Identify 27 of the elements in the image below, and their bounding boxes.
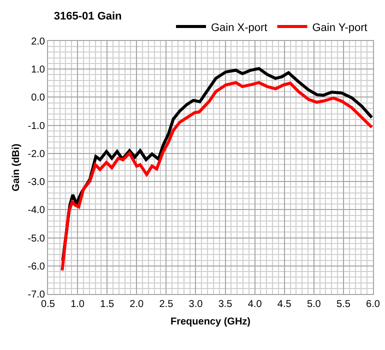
x-tick-label: 5.5 bbox=[336, 299, 351, 310]
x-tick-label: 0.5 bbox=[41, 299, 56, 310]
x-tick-label: 3.0 bbox=[188, 299, 204, 310]
y-tick-label: -2.0 bbox=[28, 148, 46, 160]
y-tick-label: -3.0 bbox=[28, 177, 46, 188]
x-tick-label: 4.0 bbox=[248, 299, 262, 310]
y-tick-label: -1.0 bbox=[28, 120, 46, 132]
legend-label: Gain X-port bbox=[211, 22, 268, 34]
x-tick-label: 1.5 bbox=[100, 299, 114, 310]
x-tick-label: 5.0 bbox=[306, 299, 322, 310]
x-tick-label: 6.0 bbox=[366, 299, 380, 310]
y-tick-label: 1.0 bbox=[31, 64, 46, 76]
y-tick-label: -7.0 bbox=[28, 290, 46, 300]
x-tick-label: 3.5 bbox=[218, 299, 233, 310]
x-axis-title: Frequency (GHz) bbox=[170, 316, 251, 328]
x-tick-label: 1.0 bbox=[70, 299, 85, 310]
y-tick-label: 2.0 bbox=[31, 36, 46, 48]
y-tick-label: 0.0 bbox=[31, 92, 46, 104]
y-tick-label: -4.0 bbox=[28, 205, 46, 216]
x-tick-label: 2.5 bbox=[159, 299, 174, 310]
legend-label: Gain Y-port bbox=[312, 22, 368, 34]
chart-title: 3165-01 Gain bbox=[54, 10, 122, 23]
y-axis-title: Gain (dBi) bbox=[10, 144, 22, 192]
x-tick-label: 2.0 bbox=[130, 299, 144, 310]
y-tick-label: -6.0 bbox=[28, 261, 46, 272]
y-tick-label: -5.0 bbox=[28, 233, 46, 244]
x-tick-label: 4.5 bbox=[277, 299, 292, 310]
